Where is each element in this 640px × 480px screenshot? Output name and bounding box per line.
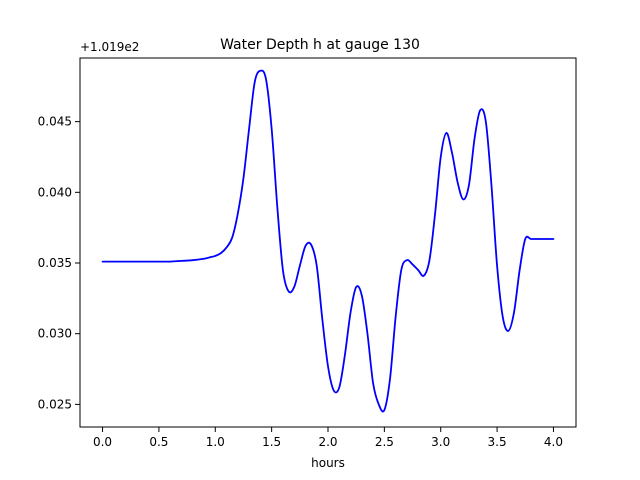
series-line: [101, 69, 555, 413]
y-tick-label: 0.040: [38, 185, 72, 199]
x-axis-label: hours: [311, 456, 345, 470]
x-tick-label: 2.5: [375, 435, 394, 449]
y-tick-label: 0.035: [38, 256, 72, 270]
y-ticks: 0.025 0.030 0.035 0.040 0.045: [38, 115, 80, 411]
x-tick-label: 1.5: [262, 435, 281, 449]
axes-frame: [79, 57, 577, 428]
chart-title: Water Depth h at gauge 130: [220, 37, 420, 53]
x-tick-label: 3.5: [488, 435, 507, 449]
x-tick-label: 1.0: [206, 435, 225, 449]
y-offset-label: +1.019e2: [80, 40, 139, 54]
series-layer: [101, 69, 555, 413]
y-tick-label: 0.030: [38, 327, 72, 341]
y-tick-label: 0.045: [38, 115, 72, 129]
x-tick-label: 4.0: [544, 435, 563, 449]
x-tick-label: 3.0: [431, 435, 450, 449]
x-ticks: 0.0 0.5 1.0 1.5 2.0 2.5 3.0 3.5 4.0: [93, 427, 563, 449]
x-tick-label: 0.0: [93, 435, 112, 449]
y-tick-label: 0.025: [38, 397, 72, 411]
x-tick-label: 2.0: [318, 435, 337, 449]
x-tick-label: 0.5: [149, 435, 168, 449]
